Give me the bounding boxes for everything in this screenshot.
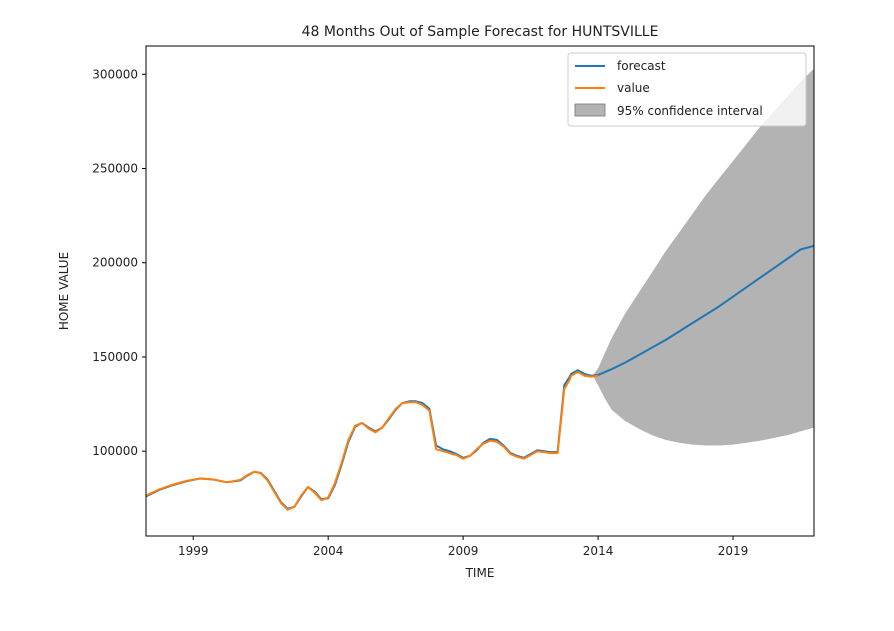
x-tick-label: 2019 — [718, 544, 749, 558]
y-axis-ticks: 100000 150000 200000 250000 300000 — [92, 67, 146, 458]
x-axis-ticks: 1999 2004 2009 2014 2019 — [178, 536, 748, 558]
y-tick-label: 250000 — [92, 162, 138, 176]
legend-ci-label: 95% confidence interval — [617, 104, 763, 118]
x-tick-label: 2009 — [448, 544, 479, 558]
confidence-interval-band — [594, 68, 814, 446]
legend-value-label: value — [617, 81, 650, 95]
plot-frame — [145, 45, 815, 537]
y-tick-label: 150000 — [92, 350, 138, 364]
chart-title: 48 Months Out of Sample Forecast for HUN… — [302, 24, 659, 40]
series-line-value — [145, 371, 599, 511]
x-tick-label: 2014 — [583, 544, 614, 558]
x-tick-label: 1999 — [178, 544, 209, 558]
y-tick-label: 300000 — [92, 67, 138, 81]
series-layer — [145, 244, 815, 511]
y-axis-label: HOME VALUE — [57, 252, 71, 330]
y-tick-label: 200000 — [92, 256, 138, 270]
legend-ci-swatch — [574, 103, 606, 117]
y-tick-label: 100000 — [92, 444, 138, 458]
x-tick-label: 2004 — [313, 544, 344, 558]
x-axis-label: TIME — [465, 566, 495, 580]
legend-frame — [567, 52, 807, 127]
legend: forecast value 95% confidence interval — [567, 52, 807, 127]
legend-forecast-label: forecast — [617, 59, 666, 73]
confidence-band-layer — [594, 68, 814, 446]
